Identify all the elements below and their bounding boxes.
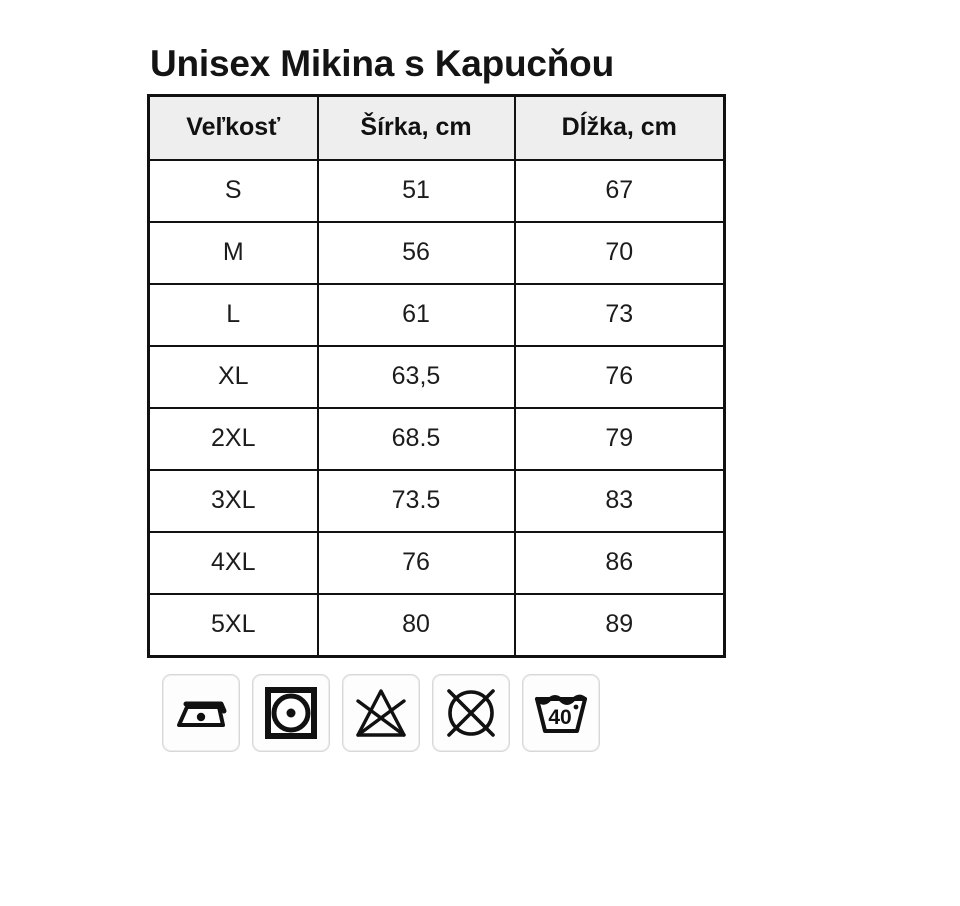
cell-length: 76 <box>513 344 726 409</box>
cell-length: 67 <box>513 158 726 223</box>
svg-text:40: 40 <box>548 706 571 729</box>
do-not-bleach-icon <box>353 687 409 739</box>
cell-size: 2XL <box>147 406 319 471</box>
cell-width: 61 <box>316 282 516 347</box>
table-row: 5XL 80 89 <box>147 592 726 658</box>
cell-width: 76 <box>316 530 516 595</box>
cell-length: 83 <box>513 468 726 533</box>
table-header-row: Veľkosť Šírka, cm Dĺžka, cm <box>147 94 726 161</box>
table-row: XL 63,5 76 <box>147 344 726 409</box>
do-not-dry-clean-icon <box>443 685 499 741</box>
cell-size: 5XL <box>147 592 319 658</box>
table-row: 4XL 76 86 <box>147 530 726 595</box>
care-symbol-wash-40: 40 <box>522 673 600 752</box>
column-header-length: Dĺžka, cm <box>513 94 726 161</box>
size-chart-table: Veľkosť Šírka, cm Dĺžka, cm S 51 67 M 56… <box>147 93 726 658</box>
cell-size: S <box>147 158 319 223</box>
iron-one-dot-icon <box>173 691 229 735</box>
cell-length: 86 <box>513 530 726 595</box>
table-row: S 51 67 <box>147 158 726 223</box>
cell-size: L <box>147 282 319 347</box>
cell-width: 80 <box>316 592 516 658</box>
cell-width: 73.5 <box>316 468 516 533</box>
tumble-dry-icon <box>263 685 319 741</box>
size-chart-page: Unisex Mikina s Kapucňou Veľkosť Šírka, … <box>147 43 726 752</box>
table-row: 2XL 68.5 79 <box>147 406 726 471</box>
table-row: L 61 73 <box>147 282 726 347</box>
cell-width: 56 <box>316 220 516 285</box>
cell-size: 3XL <box>147 468 319 533</box>
table-row: M 56 70 <box>147 220 726 285</box>
cell-size: M <box>147 220 319 285</box>
column-header-size: Veľkosť <box>147 94 319 161</box>
care-symbol-do-not-bleach <box>342 673 420 752</box>
cell-length: 70 <box>513 220 726 285</box>
cell-width: 68.5 <box>316 406 516 471</box>
cell-size: 4XL <box>147 530 319 595</box>
care-symbols-strip: 40 <box>162 673 723 752</box>
cell-width: 63,5 <box>316 344 516 409</box>
cell-length: 73 <box>513 282 726 347</box>
wash-40-degrees-icon: 40 <box>532 690 590 736</box>
care-symbol-iron <box>162 673 240 752</box>
care-symbol-do-not-dry-clean <box>432 673 510 752</box>
cell-length: 79 <box>513 406 726 471</box>
care-symbol-tumble-dry <box>252 673 330 752</box>
column-header-width: Šírka, cm <box>316 94 516 161</box>
cell-length: 89 <box>513 592 726 658</box>
cell-width: 51 <box>316 158 516 223</box>
cell-size: XL <box>147 344 319 409</box>
table-row: 3XL 73.5 83 <box>147 468 726 533</box>
page-title: Unisex Mikina s Kapucňou <box>150 43 614 84</box>
